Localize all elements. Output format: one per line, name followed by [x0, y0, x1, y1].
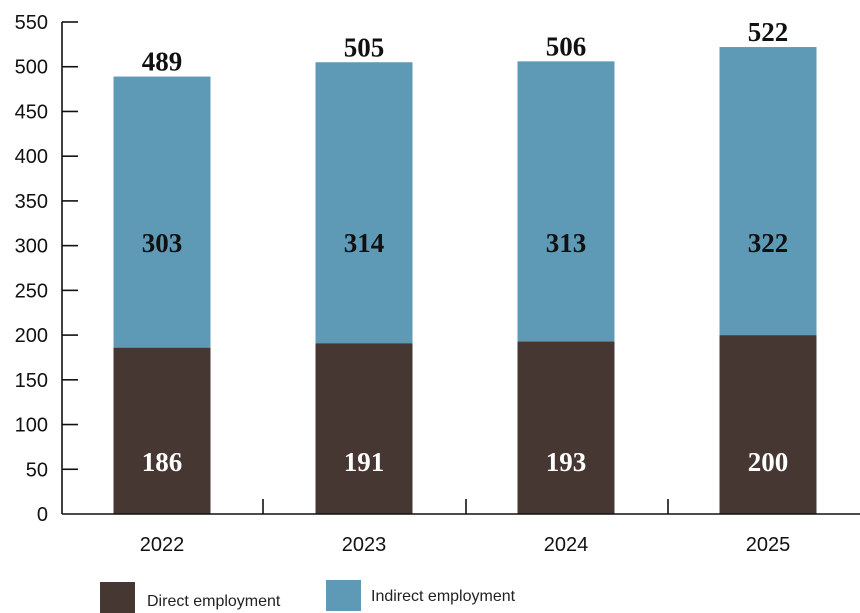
- data-label-direct-2024: 193: [546, 447, 587, 477]
- bar-indirect-2025: [719, 47, 817, 336]
- chart-title: (... ... ...): [403, 0, 477, 1]
- y-axis-ticks: 0 50 100 150 200 250 300 350 400 450 500 550: [15, 12, 78, 526]
- data-label-total-2025: 522: [748, 17, 789, 47]
- legend-swatch-direct: [100, 582, 135, 613]
- bars-layer: [113, 47, 817, 514]
- bar-direct-2025: [719, 335, 817, 514]
- y-tick-label: 400: [15, 146, 48, 168]
- y-tick-label: 350: [15, 191, 48, 213]
- data-label-direct-2022: 186: [142, 447, 183, 477]
- x-tick-label: 2025: [746, 534, 791, 556]
- y-tick-label: 0: [37, 504, 48, 526]
- legend-label-direct: Direct employment: [147, 593, 281, 610]
- y-tick-label: 550: [15, 12, 48, 34]
- legend-swatch-indirect: [326, 580, 361, 611]
- bar-direct-2022: [113, 347, 211, 514]
- value-labels-layer: 186 303 489 191 314 505 193 313 506 200 322 522: [142, 17, 789, 477]
- data-label-total-2024: 506: [546, 31, 587, 61]
- data-label-indirect-2023: 314: [344, 228, 385, 258]
- data-label-indirect-2022: 303: [142, 228, 183, 258]
- y-tick-label: 100: [15, 415, 48, 437]
- y-tick-label: 450: [15, 101, 48, 123]
- data-label-indirect-2024: 313: [546, 228, 587, 258]
- y-tick-label: 300: [15, 236, 48, 258]
- y-tick-label: 500: [15, 57, 48, 79]
- x-tick-label: 2024: [544, 534, 589, 556]
- data-label-total-2022: 489: [142, 47, 183, 77]
- x-tick-label: 2022: [140, 534, 185, 556]
- legend-label-indirect: Indirect employment: [371, 588, 516, 605]
- data-label-indirect-2025: 322: [748, 228, 789, 258]
- y-tick-label: 200: [15, 325, 48, 347]
- bar-direct-2024: [517, 341, 615, 514]
- bar-direct-2023: [315, 343, 413, 514]
- y-tick-label: 50: [26, 459, 48, 481]
- bar-indirect-2022: [113, 76, 211, 348]
- data-label-direct-2025: 200: [748, 447, 789, 477]
- y-tick-label: 150: [15, 370, 48, 392]
- x-tick-label: 2023: [342, 534, 387, 556]
- x-axis-ticks: 2022 2023 2024 2025: [140, 499, 791, 556]
- y-tick-label: 250: [15, 280, 48, 302]
- bar-indirect-2023: [315, 62, 413, 344]
- data-label-direct-2023: 191: [344, 447, 385, 477]
- bar-indirect-2024: [517, 61, 615, 342]
- legend: Direct employment Indirect employment: [100, 580, 516, 613]
- data-label-total-2023: 505: [344, 32, 385, 62]
